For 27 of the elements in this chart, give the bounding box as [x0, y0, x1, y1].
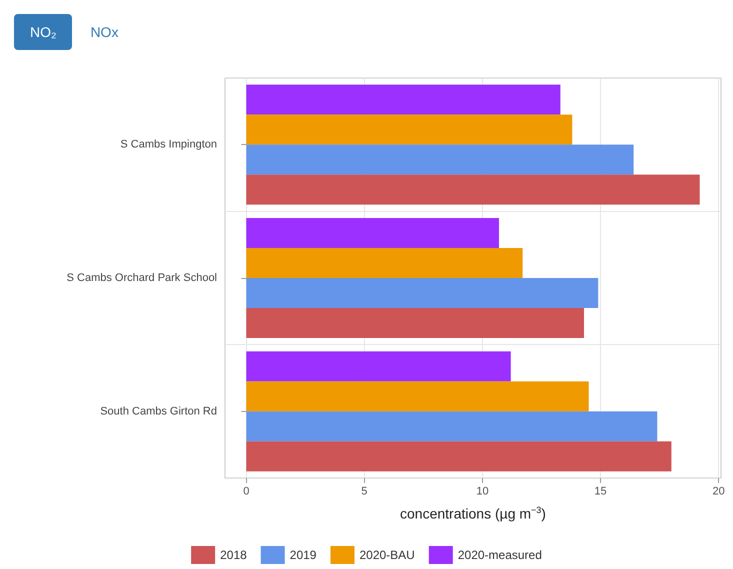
bar	[246, 278, 598, 308]
bar	[246, 174, 700, 205]
selected-tab[interactable]: NO₂	[14, 14, 72, 50]
tab[interactable]: NOx	[90, 14, 118, 50]
y-tick-label: S Cambs Impington	[120, 138, 217, 151]
bar	[246, 144, 634, 175]
bar	[246, 411, 658, 442]
legend-label: 2020-measured	[458, 548, 542, 562]
bar	[246, 84, 560, 115]
bar	[246, 441, 672, 472]
bar	[246, 218, 499, 248]
bar	[246, 351, 511, 382]
legend-label: 2019	[290, 548, 317, 562]
bar	[246, 308, 584, 338]
y-tick-label: S Cambs Orchard Park School	[66, 272, 217, 284]
legend-label: 2018	[220, 548, 248, 562]
x-tick-label: 0	[243, 486, 250, 498]
bar	[246, 381, 589, 412]
x-tick-label: 15	[594, 486, 607, 498]
x-axis-title: concentrations (µg m$^{−3}$)	[400, 505, 546, 522]
x-tick-label: 10	[476, 486, 489, 498]
bar	[246, 114, 572, 145]
x-tick-label: 5	[361, 486, 368, 498]
legend-label: 2020-BAU	[359, 548, 415, 562]
bar	[246, 248, 523, 278]
x-tick-label: 20	[712, 486, 725, 498]
y-tick-label: South Cambs Girton Rd	[100, 405, 217, 418]
